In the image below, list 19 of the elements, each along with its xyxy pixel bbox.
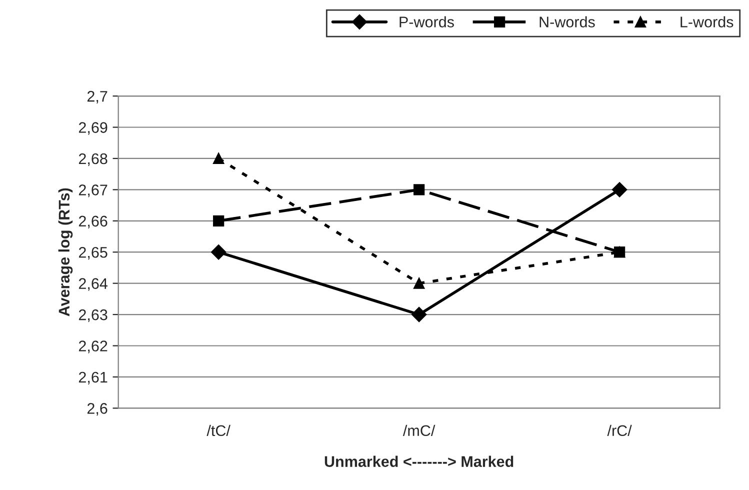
y-tick-label: 2,7 [87,90,108,104]
x-tick-label: /rC/ [607,424,632,436]
y-tick-label: 2,61 [78,372,108,384]
y-tick-label: 2,66 [78,216,108,228]
y-tick-label: 2,68 [78,153,108,166]
y-tick-label: 2,63 [78,309,108,322]
legend-label: L-words [680,16,734,28]
y-tick-label: 2,67 [78,184,108,198]
y-tick-label: 2,69 [78,122,108,135]
x-axis-title: Unmarked <-------> Marked [324,456,514,467]
y-tick-label: 2,65 [78,246,108,260]
x-tick-label: /tC/ [206,424,230,436]
y-tick-label: 2,6 [87,403,108,416]
legend-label: N-words [540,16,595,28]
legend-label: P-words [400,16,454,28]
y-tick-label: 2,62 [78,340,108,354]
x-tick-label: /mC/ [402,424,436,436]
y-axis-title: Average log (RTs) [58,188,73,316]
y-tick-label: 2,64 [78,278,108,291]
